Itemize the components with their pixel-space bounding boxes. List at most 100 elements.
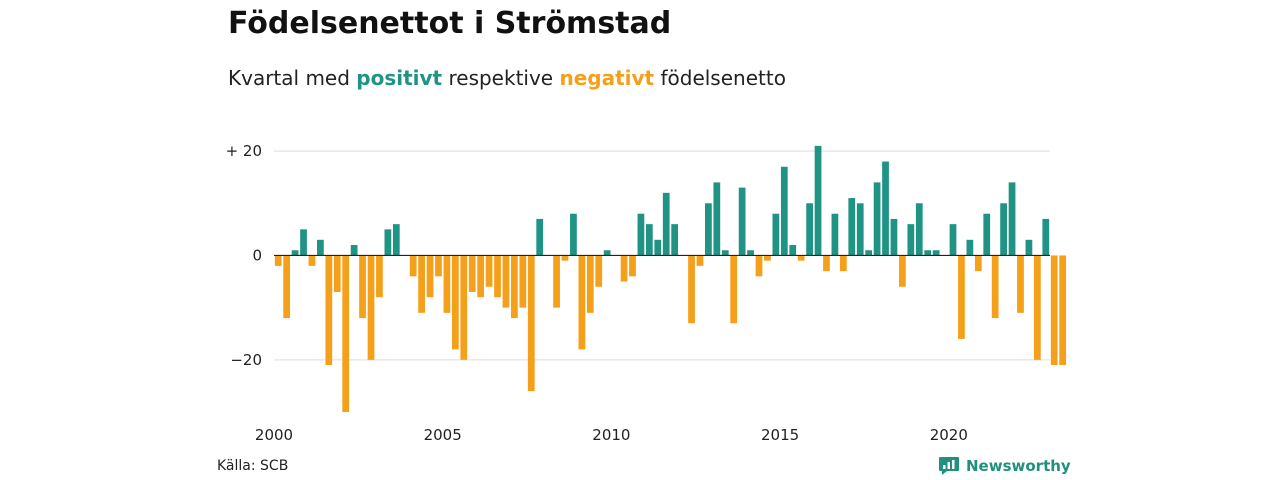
bar: [274, 255, 282, 266]
bar: [873, 182, 881, 256]
bar: [1033, 255, 1041, 360]
bar: [485, 255, 493, 287]
bar: [384, 229, 392, 256]
bar: [721, 250, 729, 256]
bar: [359, 255, 366, 319]
bar: [738, 187, 746, 256]
subtitle-prefix: Kvartal med: [228, 66, 357, 90]
bar: [342, 255, 350, 412]
bar: [882, 161, 889, 256]
subtitle-middle: respektive: [442, 66, 560, 90]
bar: [283, 255, 291, 319]
bar: [654, 239, 662, 256]
bar: [814, 145, 822, 256]
chart-title: Födelsenettot i Strömstad: [228, 6, 672, 41]
bar: [350, 245, 358, 256]
bar: [932, 250, 940, 256]
bar: [325, 255, 333, 366]
bar: [460, 255, 468, 360]
bar: [1042, 218, 1050, 256]
newsworthy-logo-icon: [939, 457, 959, 475]
bar: [823, 255, 830, 272]
bar: [848, 198, 856, 256]
bar: [308, 255, 316, 266]
bar: [747, 250, 754, 256]
bar: [586, 255, 594, 313]
brand-name: Newsworthy: [966, 457, 1071, 475]
bar: [300, 229, 307, 256]
bar: [865, 250, 873, 256]
bar: [536, 218, 544, 256]
bar: [451, 255, 459, 350]
bar: [553, 255, 560, 308]
brand-logo[interactable]: Newsworthy: [938, 456, 1071, 476]
bar: [443, 255, 451, 313]
bar: [291, 250, 299, 256]
bar: [629, 255, 636, 277]
bar: [603, 250, 611, 256]
x-tick-label: 2000: [255, 426, 293, 444]
bar: [730, 255, 738, 324]
bar: [688, 255, 695, 324]
bar: [392, 224, 400, 256]
x-tick-label: 2020: [930, 426, 968, 444]
bar: [806, 203, 813, 256]
source-note: Källa: SCB: [217, 458, 289, 474]
bar: [418, 255, 425, 313]
bar: [949, 224, 957, 256]
bar: [317, 239, 324, 256]
bar: [924, 250, 932, 256]
bar: [527, 255, 535, 392]
bar: [502, 255, 510, 308]
bar: [367, 255, 375, 360]
bar: [713, 182, 721, 256]
bar: [966, 239, 974, 256]
bar: [764, 255, 771, 261]
bar: [696, 255, 704, 266]
bar: [1050, 255, 1058, 366]
bar: [333, 255, 341, 292]
bar: [974, 255, 982, 272]
bar: [907, 224, 915, 256]
bar: [831, 213, 839, 256]
bar: [899, 255, 906, 287]
bar: [468, 255, 476, 292]
bar: [780, 166, 788, 256]
bar: [983, 213, 991, 256]
bar: [637, 213, 645, 256]
bar: [789, 245, 797, 256]
bar: [477, 255, 485, 298]
y-tick-label: + 20: [226, 142, 262, 160]
x-tick-label: 2010: [592, 426, 630, 444]
bar: [561, 255, 569, 261]
bar: [426, 255, 434, 298]
bar: [915, 203, 923, 256]
bar: [511, 255, 518, 319]
bar: [991, 255, 999, 319]
y-tick-label: −20: [230, 351, 262, 369]
bar: [755, 255, 763, 277]
bar: [797, 255, 805, 261]
bar: [620, 255, 628, 282]
bar: [376, 255, 383, 298]
bar: [772, 213, 780, 256]
bar: [435, 255, 442, 277]
subtitle-negative-word: negativt: [559, 66, 655, 90]
x-tick-label: 2015: [761, 426, 799, 444]
bar: [595, 255, 603, 287]
bar: [705, 203, 712, 256]
x-tick-label: 2005: [424, 426, 462, 444]
subtitle-positive-word: positivt: [356, 66, 443, 90]
bar: [839, 255, 847, 272]
y-tick-label: 0: [252, 246, 262, 264]
chart-subtitle: Kvartal med positivt respektive negativt…: [228, 66, 786, 90]
bar: [570, 213, 577, 256]
bar: [662, 192, 670, 256]
bar: [1000, 203, 1007, 256]
bar: [1025, 239, 1033, 256]
bar: [409, 255, 417, 277]
bar: [890, 218, 898, 256]
bar: [645, 224, 653, 256]
bar: [1017, 255, 1024, 313]
subtitle-suffix: födelsenetto: [654, 66, 786, 90]
